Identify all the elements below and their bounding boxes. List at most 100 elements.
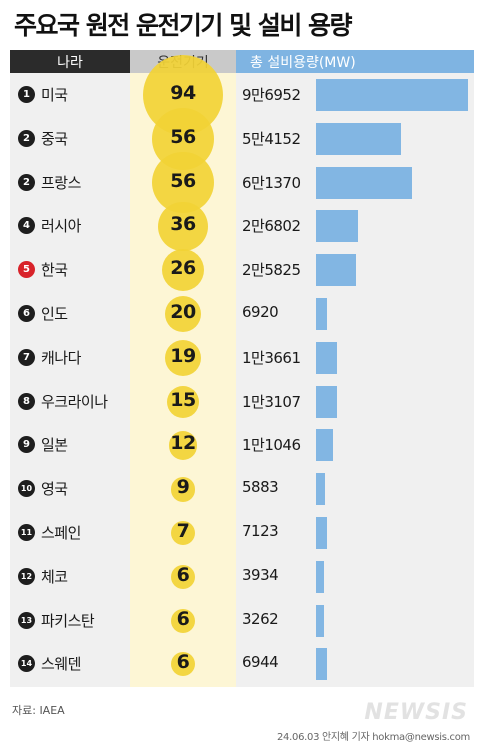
capacity-value: 1만3661 (242, 348, 301, 367)
rank-badge: 12 (18, 567, 35, 585)
country-label: 파키스탄 (41, 611, 95, 630)
units-value: 7 (176, 520, 190, 542)
rank-badge: 9 (18, 436, 35, 454)
header-country: 나라 (10, 50, 130, 73)
units-bubble (170, 476, 196, 502)
capacity-bar (316, 166, 413, 199)
rank-badge: 7 (18, 348, 35, 366)
capacity-bar (316, 122, 401, 155)
table-row: 6 인도 20 6920 (10, 292, 474, 336)
rank-badge: 6 (18, 305, 35, 322)
header-capacity: 총 설비용량(MW) (236, 50, 474, 73)
units-bubble (171, 608, 195, 633)
units-value: 6 (176, 607, 190, 630)
capacity-value: 3262 (242, 609, 279, 628)
page-title: 주요국 원전 운전기기 및 설비 용량 (14, 11, 353, 40)
rank-badge: 2 (18, 129, 35, 147)
table-row: 9 일본 12 1만1046 (10, 423, 474, 467)
units-bubble (164, 295, 202, 333)
units-value: 9 (176, 476, 190, 499)
capacity-value: 9만6952 (242, 86, 301, 104)
capacity-value: 5883 (242, 478, 279, 497)
capacity-value: 7123 (242, 522, 279, 540)
table-row: 8 우크라이나 15 1만3107 (10, 380, 474, 424)
country-label: 한국 (41, 261, 68, 280)
country-label: 우크라이나 (41, 392, 108, 411)
units-value: 19 (170, 344, 196, 367)
units-bubble (168, 431, 198, 460)
country-label: 스페인 (41, 524, 81, 542)
capacity-bar (316, 429, 334, 462)
units-value: 15 (170, 388, 196, 411)
capacity-value: 3934 (242, 565, 279, 584)
table-row: 2 프랑스 56 6만1370 (10, 151, 474, 214)
table-row: 11 스페인 7 7123 (10, 511, 474, 555)
country-label: 스웨덴 (41, 655, 81, 674)
chart-panel (10, 50, 474, 687)
units-value: 56 (170, 125, 196, 148)
table-row: 12 체코 6 3934 (10, 555, 474, 599)
table-row: 2 중국 56 5만4152 (10, 107, 474, 170)
units-value: 56 (170, 169, 196, 192)
capacity-bar (316, 473, 326, 506)
newsis-logo: NEWSIS (364, 700, 468, 725)
capacity-bar (316, 341, 338, 374)
country-label: 미국 (41, 86, 68, 104)
units-value: 20 (170, 301, 196, 323)
units-value: 12 (170, 432, 196, 455)
units-bubble (167, 385, 199, 418)
capacity-value: 6920 (242, 303, 279, 321)
country-label: 프랑스 (41, 173, 81, 192)
table-row: 5 한국 26 2만5825 (10, 248, 474, 292)
capacity-bar (316, 604, 324, 637)
source-note: 자료: IAEA (12, 704, 65, 717)
country-label: 체코 (41, 567, 68, 586)
capacity-value: 2만6802 (242, 217, 301, 236)
capacity-bar (316, 210, 359, 243)
rank-badge: 4 (18, 217, 35, 235)
capacity-bar (316, 298, 327, 330)
capacity-value: 1만3107 (242, 392, 301, 411)
units-bubble (165, 339, 201, 376)
table-row: 1 미국 94 9만6952 (10, 55, 474, 135)
capacity-value: 1만1046 (242, 436, 301, 455)
units-bubble (171, 564, 195, 589)
capacity-value: 5만4152 (242, 129, 301, 148)
credit-line: 24.06.03 안지혜 기자 hokma@newsis.com (277, 732, 470, 743)
capacity-bar (316, 517, 328, 549)
rank-badge: 10 (18, 480, 35, 498)
rank-badge: 8 (18, 392, 35, 410)
units-bubble (171, 652, 195, 677)
capacity-bar (316, 560, 324, 593)
table-row: 4 러시아 36 2만6802 (10, 201, 474, 252)
units-bubble (161, 249, 205, 292)
country-label: 인도 (41, 305, 68, 323)
units-bubble (171, 521, 195, 545)
country-label: 일본 (41, 436, 68, 455)
rank-badge: 13 (18, 611, 35, 629)
country-label: 러시아 (41, 217, 81, 236)
rank-badge: 5 (18, 261, 35, 279)
capacity-value: 2만5825 (242, 261, 301, 280)
units-value: 94 (170, 82, 196, 104)
capacity-bar (316, 648, 327, 681)
units-value: 6 (176, 563, 190, 586)
rank-badge: 2 (18, 173, 35, 191)
table-row: 13 파키스탄 6 3262 (10, 599, 474, 643)
table-row: 10 영국 9 5883 (10, 467, 474, 511)
rank-badge: 11 (18, 524, 35, 541)
table-row: 7 캐나다 19 1만3661 (10, 336, 474, 380)
capacity-bar (316, 385, 337, 418)
units-value: 6 (176, 651, 190, 674)
country-label: 중국 (41, 129, 68, 148)
capacity-bar (316, 254, 357, 287)
rank-badge: 1 (18, 86, 35, 103)
country-label: 영국 (41, 480, 68, 499)
table-row: 14 스웨덴 6 6944 (10, 642, 474, 686)
capacity-bar (316, 79, 468, 111)
capacity-value: 6만1370 (242, 173, 301, 192)
units-bubble (158, 201, 208, 252)
units-value: 26 (170, 257, 196, 280)
capacity-value: 6944 (242, 653, 279, 672)
country-label: 캐나다 (41, 348, 81, 367)
